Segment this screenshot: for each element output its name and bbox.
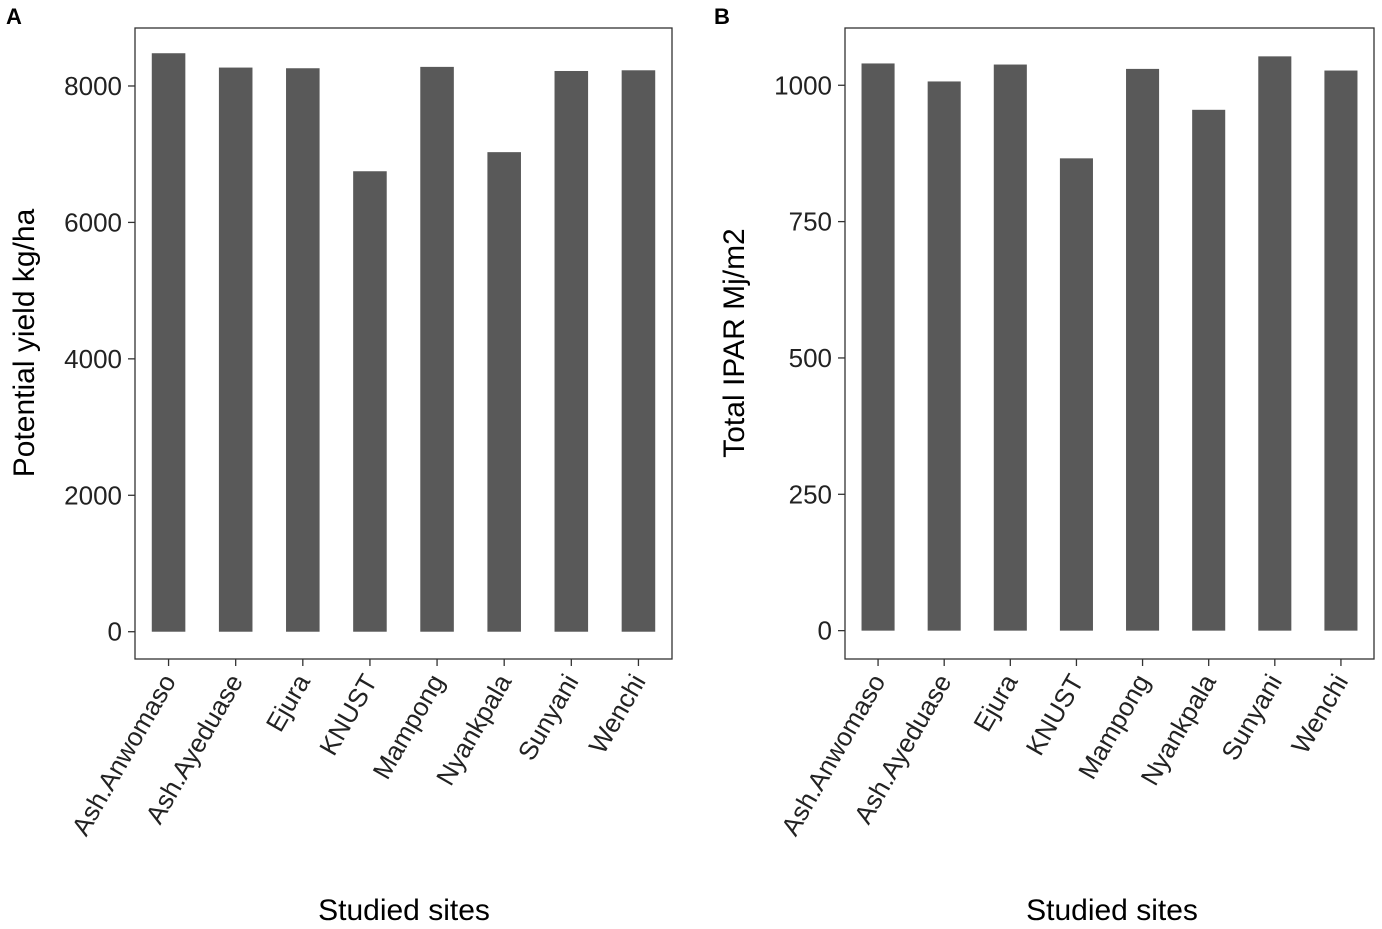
x-tick-label: Wenchi: [1285, 669, 1354, 759]
y-tick-label: 0: [818, 616, 832, 646]
x-tick-label: Wenchi: [583, 669, 652, 759]
bar: [554, 70, 589, 632]
x-tick-label: Ejura: [260, 669, 317, 737]
bar: [621, 70, 656, 632]
bar: [420, 66, 454, 632]
y-tick-label: 250: [789, 479, 832, 509]
x-tick-label: Sunyani: [512, 669, 585, 765]
bar: [286, 68, 320, 632]
plot-frame: [844, 27, 1375, 660]
bar: [151, 53, 186, 632]
bar: [1258, 56, 1292, 631]
y-tick-label: 500: [789, 343, 832, 373]
y-tick-label: 6000: [64, 207, 122, 237]
x-tick-label: Sunyani: [1215, 669, 1288, 765]
bar: [927, 81, 961, 631]
panel-label: A: [6, 4, 22, 29]
y-axis-title: Total IPAR Mj/m2: [718, 228, 751, 458]
y-tick-label: 8000: [64, 71, 122, 101]
bar: [861, 63, 895, 631]
bar: [218, 67, 253, 632]
x-tick-label: KNUST: [313, 669, 383, 760]
plot-frame: [134, 27, 673, 660]
bar: [1059, 158, 1093, 631]
x-tick-label: Ejura: [967, 669, 1024, 737]
x-tick-label: KNUST: [1020, 669, 1090, 760]
bar: [1192, 109, 1226, 631]
y-tick-label: 1000: [774, 70, 832, 100]
y-tick-label: 750: [789, 207, 832, 237]
x-axis-title: Studied sites: [1026, 894, 1198, 927]
x-axis-title: Studied sites: [318, 894, 490, 927]
bar: [353, 171, 387, 632]
y-axis-title: Potential yield kg/ha: [8, 208, 41, 477]
y-tick-label: 2000: [64, 480, 122, 510]
bar: [993, 64, 1027, 631]
y-tick-label: 4000: [64, 344, 122, 374]
bar: [1324, 70, 1358, 631]
panel-a: A02000400060008000Ash.AnwomasoAsh.Ayedua…: [6, 4, 673, 927]
bar: [487, 152, 521, 632]
y-tick-label: 0: [108, 617, 122, 647]
panel-label: B: [714, 4, 730, 29]
bar: [1126, 68, 1160, 631]
